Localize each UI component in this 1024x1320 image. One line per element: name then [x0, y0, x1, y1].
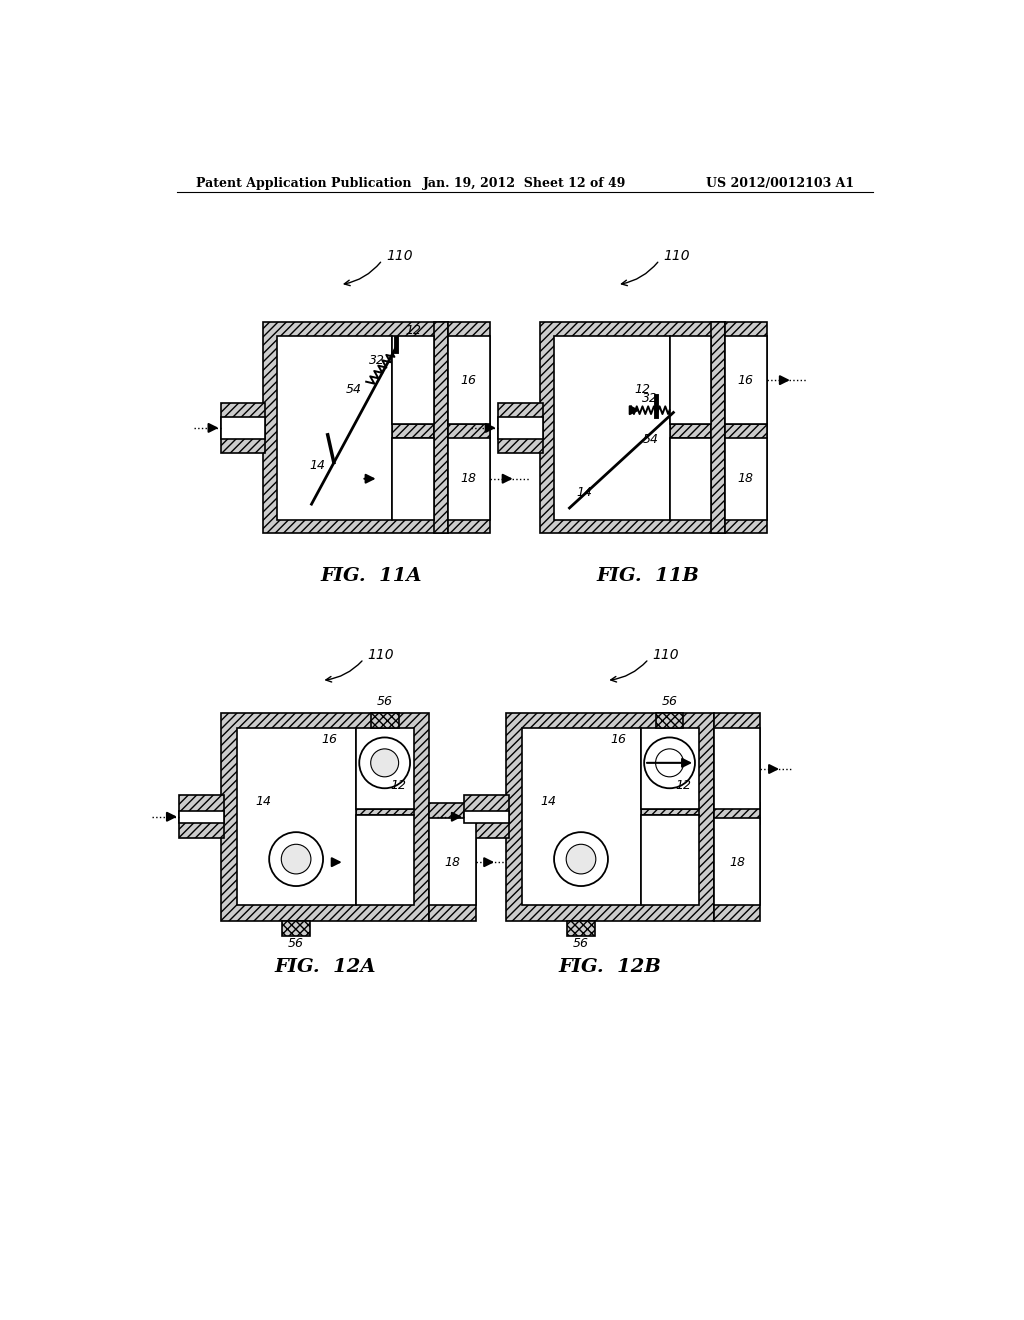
Text: FIG.  11B: FIG. 11B — [597, 566, 699, 585]
Text: 18: 18 — [461, 473, 476, 486]
Text: 12: 12 — [390, 779, 407, 792]
Bar — [434, 322, 447, 533]
Bar — [276, 335, 392, 520]
Bar — [506, 713, 714, 921]
Bar — [641, 809, 698, 816]
Bar — [429, 803, 475, 921]
Text: 110: 110 — [652, 648, 679, 663]
Text: 14: 14 — [541, 795, 557, 808]
Bar — [464, 795, 509, 838]
Text: Jan. 19, 2012  Sheet 12 of 49: Jan. 19, 2012 Sheet 12 of 49 — [423, 177, 627, 190]
Text: 110: 110 — [368, 648, 394, 663]
Circle shape — [371, 748, 398, 777]
Text: 56: 56 — [573, 937, 589, 950]
Bar — [392, 424, 434, 438]
Text: 110: 110 — [386, 249, 413, 263]
Text: 18: 18 — [729, 855, 745, 869]
Text: 14: 14 — [309, 459, 325, 473]
Bar — [447, 322, 490, 438]
Bar — [392, 438, 434, 520]
Text: 16: 16 — [322, 733, 337, 746]
Text: 32: 32 — [642, 392, 658, 405]
Text: 32: 32 — [369, 354, 385, 367]
Text: FIG.  12A: FIG. 12A — [274, 958, 376, 975]
Bar — [714, 713, 761, 825]
Text: 14: 14 — [256, 795, 271, 808]
Bar — [237, 729, 356, 906]
Bar — [220, 417, 265, 438]
Bar — [356, 729, 414, 809]
Bar — [498, 417, 543, 438]
Bar — [356, 809, 414, 816]
Circle shape — [359, 738, 410, 788]
Text: 12: 12 — [635, 383, 650, 396]
Text: 56: 56 — [288, 937, 304, 950]
Bar — [464, 810, 509, 822]
Bar — [725, 438, 767, 520]
Bar — [447, 335, 490, 424]
Bar — [567, 921, 595, 936]
Bar — [714, 729, 761, 809]
Circle shape — [554, 832, 608, 886]
Text: 12: 12 — [406, 323, 421, 337]
Text: 18: 18 — [444, 855, 461, 869]
Bar — [220, 404, 265, 453]
Text: 56: 56 — [662, 694, 678, 708]
Bar — [283, 921, 310, 936]
Text: FIG.  11A: FIG. 11A — [321, 566, 422, 585]
Bar — [179, 810, 223, 822]
Bar — [725, 322, 767, 438]
Bar — [429, 818, 475, 906]
Circle shape — [269, 832, 323, 886]
Text: 110: 110 — [664, 249, 690, 263]
Bar — [641, 729, 698, 809]
Bar — [498, 404, 543, 453]
Bar — [554, 335, 670, 520]
Bar — [447, 424, 490, 533]
Text: 18: 18 — [737, 473, 754, 486]
Bar — [356, 816, 414, 906]
Text: 54: 54 — [642, 433, 658, 446]
Circle shape — [644, 738, 695, 788]
Circle shape — [566, 845, 596, 874]
Bar — [670, 438, 711, 520]
Text: FIG.  12B: FIG. 12B — [559, 958, 662, 975]
Bar — [670, 424, 711, 438]
Bar — [714, 803, 761, 921]
Bar — [179, 795, 223, 838]
Text: 16: 16 — [737, 374, 754, 387]
Bar — [541, 322, 725, 533]
Text: 16: 16 — [610, 733, 626, 746]
Bar — [221, 713, 429, 921]
Circle shape — [282, 845, 311, 874]
Text: 54: 54 — [346, 383, 361, 396]
Text: 12: 12 — [676, 779, 691, 792]
Text: 14: 14 — [577, 486, 593, 499]
Bar — [263, 322, 447, 533]
Bar — [725, 424, 767, 533]
Bar — [447, 438, 490, 520]
Bar — [725, 335, 767, 424]
Text: US 2012/0012103 A1: US 2012/0012103 A1 — [707, 177, 854, 190]
Bar — [714, 818, 761, 906]
Text: 16: 16 — [461, 374, 476, 387]
Text: 56: 56 — [377, 694, 392, 708]
Bar — [655, 713, 683, 729]
Bar — [371, 713, 398, 729]
Bar — [670, 335, 711, 424]
Circle shape — [655, 748, 684, 777]
Bar — [521, 729, 641, 906]
Bar — [711, 322, 725, 533]
Bar — [641, 816, 698, 906]
Text: Patent Application Publication: Patent Application Publication — [196, 177, 412, 190]
Bar — [392, 335, 434, 424]
